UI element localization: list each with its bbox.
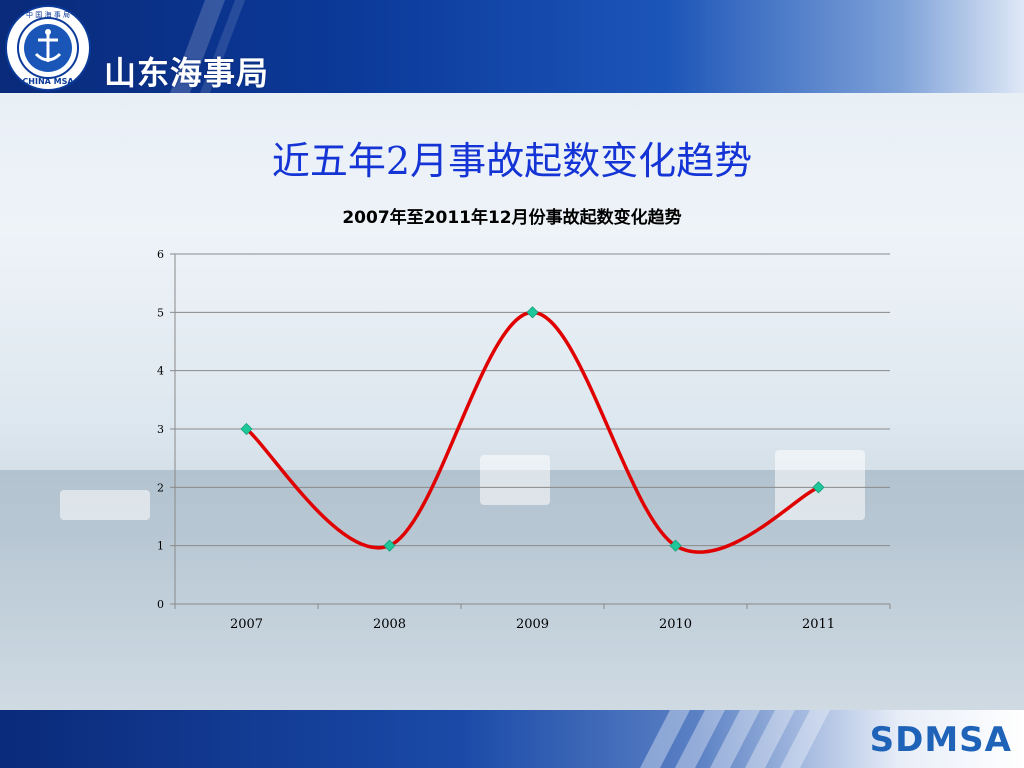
series-line <box>244 310 821 554</box>
data-point-2011 <box>812 481 825 494</box>
data-point-2008 <box>383 539 396 552</box>
data-point-2007 <box>240 422 253 436</box>
x-tick-label: 2007 <box>230 617 263 632</box>
data-point-2010 <box>669 539 682 552</box>
china-msa-logo: CHINA MSA 中 国 海 事 局 <box>5 5 91 91</box>
organization-name: 山东海事局 <box>104 54 270 92</box>
y-tick-label: 0 <box>157 598 164 611</box>
footer-brand-text: SDMSA <box>869 720 1012 760</box>
y-tick-label: 1 <box>157 540 164 553</box>
data-point-2009 <box>526 306 539 319</box>
footer-banner: SDMSA <box>0 710 1024 768</box>
svg-text:CHINA MSA: CHINA MSA <box>22 77 74 86</box>
y-tick-label: 5 <box>157 306 164 319</box>
x-tick-label: 2011 <box>802 617 835 632</box>
header-banner: CHINA MSA 中 国 海 事 局 山东海事局 <box>0 0 1024 93</box>
chart-title: 2007年至2011年12月份事故起数变化趋势 <box>342 208 682 228</box>
y-tick-label: 4 <box>157 365 164 378</box>
x-tick-label: 2008 <box>373 617 406 632</box>
header-stripes <box>170 0 245 93</box>
x-tick-label: 2010 <box>659 617 692 632</box>
y-tick-label: 3 <box>157 423 164 436</box>
chart-markers <box>240 306 825 552</box>
ship-image-center <box>480 455 550 505</box>
x-tick-label: 2009 <box>516 617 549 632</box>
ship-image-left <box>60 490 150 520</box>
chart-axes: 0 1 2 3 4 5 6 2007 2008 2009 2010 2011 <box>157 248 891 632</box>
chart-grid <box>175 253 890 547</box>
slide-title: 近五年2月事故起数变化趋势 <box>271 139 753 183</box>
footer-stripes <box>640 710 830 768</box>
svg-text:中 国 海 事 局: 中 国 海 事 局 <box>26 10 70 19</box>
y-tick-label: 6 <box>157 248 164 261</box>
chart-series <box>244 310 821 554</box>
y-tick-label: 2 <box>157 481 164 494</box>
